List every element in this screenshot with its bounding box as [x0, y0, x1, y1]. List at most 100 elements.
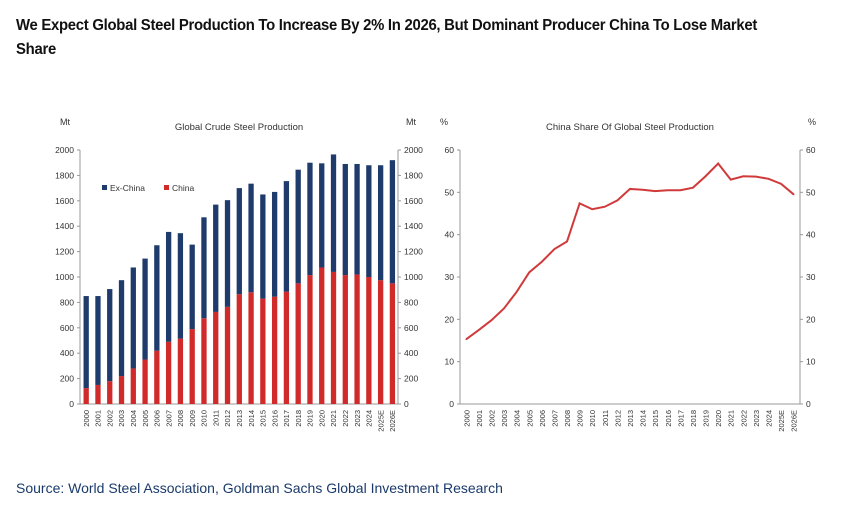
legend-swatch-ex-china: [102, 185, 107, 190]
production-chart-xtick: 2020: [317, 410, 326, 427]
bar-china-2016: [271, 296, 278, 404]
source-note: Source: World Steel Association, Goldman…: [16, 480, 503, 496]
bar-china-2001: [95, 384, 101, 404]
production-chart-ytick-right: 0: [404, 399, 409, 409]
bar-china-2023: [354, 274, 360, 404]
production-chart-ytick-right: 1800: [404, 170, 423, 180]
production-chart-ytick-right: 400: [404, 348, 418, 358]
china-share-line: [465, 162, 795, 341]
production-chart-xtick: 2013: [235, 410, 244, 427]
share-chart-ytick-right: 50: [806, 187, 816, 197]
bar-china-2022: [342, 275, 348, 404]
production-chart-xtick: 2011: [211, 410, 220, 426]
bar-china-2013: [236, 294, 242, 404]
legend-label: Ex-China: [110, 183, 145, 193]
point-2000: [465, 338, 468, 341]
share-chart-ytick-right: 10: [806, 357, 816, 367]
share-chart-xtick: 2019: [702, 410, 711, 427]
bar-ex-china-2017: [283, 181, 290, 292]
share-chart-ytick-right: 60: [806, 145, 816, 155]
production-chart-ytick-left: 0: [69, 399, 74, 409]
production-chart-ytick-left: 200: [60, 374, 74, 384]
production-chart-xtick: 2006: [153, 410, 162, 427]
share-chart-ytick-left: 40: [445, 230, 455, 240]
share-chart-xtick: 2018: [689, 410, 698, 427]
point-2014: [641, 188, 644, 191]
production-chart-xtick: 2025E: [376, 410, 385, 432]
share-chart-xtick: 2001: [475, 410, 484, 427]
share-chart-xtick: 2024: [765, 410, 774, 427]
production-chart-xtick: 2018: [294, 410, 303, 427]
page-title: We Expect Global Steel Production To Inc…: [16, 17, 758, 58]
bar-ex-china-2025E: [377, 165, 384, 281]
production-chart-xtick: 2005: [141, 410, 150, 427]
bar-ex-china-2023: [354, 163, 360, 275]
share-chart-xtick: 2013: [626, 410, 635, 427]
share-chart-ytick-right: 20: [806, 314, 816, 324]
production-chart-title: Global Crude Steel Production: [175, 122, 303, 133]
bar-ex-china-2012: [224, 200, 231, 307]
production-chart-xtick: 2012: [223, 410, 232, 427]
production-chart-xtick: 2007: [164, 410, 173, 427]
bar-ex-china-2019: [307, 162, 313, 276]
bar-china-2008: [177, 338, 184, 404]
point-2019: [704, 175, 707, 178]
production-chart-xtick: 2001: [94, 410, 103, 427]
share-chart-xtick: 2011: [601, 410, 610, 426]
point-2024: [767, 177, 770, 180]
point-2021: [729, 178, 732, 181]
bar-ex-china-2013: [236, 188, 242, 295]
production-chart-ytick-right: 200: [404, 374, 418, 384]
bar-china-2006: [154, 350, 160, 404]
production-chart-ytick-left: 1000: [55, 272, 74, 282]
production-chart-ytick-right: 800: [404, 297, 418, 307]
share-chart-ytick-right: 30: [806, 272, 816, 282]
bar-china-2009: [189, 329, 195, 404]
share-chart-xtick: 2003: [500, 410, 509, 427]
production-chart-xtick: 2004: [129, 410, 138, 427]
bar-ex-china-2020: [319, 163, 325, 268]
share-chart-xtick: 2021: [727, 410, 736, 427]
bar-ex-china-2022: [342, 163, 348, 276]
point-2013: [629, 188, 631, 190]
bar-china-2017: [283, 291, 290, 404]
production-chart-ytick-right: 1400: [404, 221, 423, 231]
bar-ex-china-2007: [165, 231, 172, 342]
bar-ex-china-2003: [118, 280, 125, 377]
bar-china-2003: [118, 376, 125, 404]
share-chart-xtick: 2000: [462, 410, 471, 427]
bar-ex-china-2014: [248, 183, 254, 293]
share-chart-xtick: 2023: [752, 410, 761, 427]
point-2026E: [792, 193, 795, 196]
bar-china-2021: [330, 271, 337, 404]
share-chart-ytick-left: 30: [445, 272, 455, 282]
production-chart-xtick: 2023: [353, 410, 362, 427]
production-chart-ytick-right: 1600: [404, 196, 423, 206]
production-chart-ytick-right: 1000: [404, 272, 423, 282]
production-chart-xtick: 2016: [270, 410, 279, 427]
point-2006: [541, 260, 543, 263]
point-2023: [755, 175, 757, 178]
point-2008: [566, 240, 568, 243]
point-2012: [616, 199, 619, 202]
share-chart-ytick-left: 10: [445, 357, 455, 367]
point-2015: [654, 190, 656, 192]
bar-ex-china-2009: [189, 244, 195, 330]
bar-china-2015: [260, 298, 266, 404]
point-2002: [490, 319, 493, 321]
share-chart-xtick: 2006: [538, 410, 547, 427]
bar-china-2026E: [389, 283, 396, 404]
bar-china-2014: [248, 292, 254, 404]
share-chart-xtick: 2007: [550, 410, 559, 427]
production-chart-xtick: 2014: [247, 410, 256, 427]
bar-china-2019: [307, 275, 313, 404]
bar-ex-china-2005: [142, 258, 148, 360]
legend-swatch-china: [164, 185, 169, 190]
share-chart-ytick-right: 40: [806, 230, 816, 240]
bar-ex-china-2000: [83, 296, 89, 389]
share-chart-xtick: 2020: [714, 410, 723, 427]
point-2018: [692, 186, 694, 189]
point-2004: [515, 291, 518, 293]
share-chart-xtick: 2012: [613, 410, 622, 427]
production-chart-ylabel-left: Mt: [60, 117, 70, 127]
